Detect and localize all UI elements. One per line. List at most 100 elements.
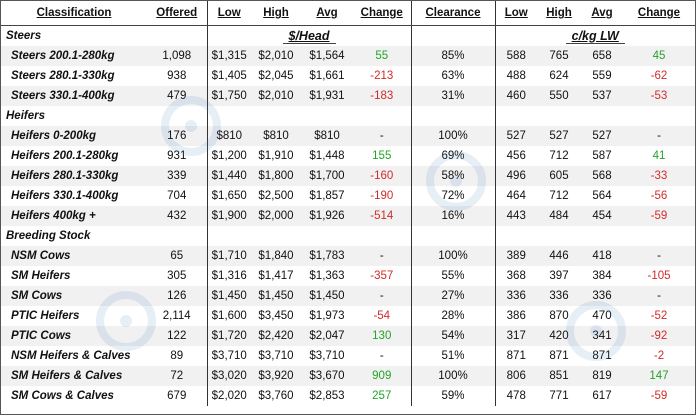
low-cell: $1,440 bbox=[206, 166, 251, 186]
kg-high-cell: 446 bbox=[537, 246, 581, 266]
kg-change-cell: - bbox=[623, 286, 695, 306]
section-row: Steers $/Head c/kg LW bbox=[1, 25, 695, 46]
unit-cell: $/Head bbox=[206, 25, 411, 46]
change-cell: 909 bbox=[353, 366, 411, 386]
low-cell: $1,315 bbox=[206, 46, 251, 66]
kg-avg-cell: 527 bbox=[581, 126, 623, 146]
kg-low-cell: 871 bbox=[506, 350, 526, 362]
kg-avg-cell: 470 bbox=[592, 310, 612, 322]
high-cell: $3,920 bbox=[251, 366, 301, 386]
kg-high-cell: 871 bbox=[549, 350, 569, 362]
high-cell: $1,417 bbox=[258, 270, 294, 282]
kg-low-cell: 527 bbox=[495, 126, 537, 146]
kg-high-cell: 624 bbox=[549, 70, 569, 82]
kg-avg-cell: 537 bbox=[581, 86, 623, 106]
kg-avg-cell: 336 bbox=[581, 286, 623, 306]
kg-low-cell: 488 bbox=[506, 70, 526, 82]
classification-cell: Heifers 0-200kg bbox=[1, 126, 147, 146]
high-cell: $2,420 bbox=[251, 326, 301, 346]
kg-change-cell: -59 bbox=[623, 206, 695, 226]
classification-cell: Steers 200.1-280kg bbox=[1, 46, 147, 66]
avg-cell: $1,700 bbox=[301, 166, 353, 186]
change-cell: - bbox=[379, 350, 384, 362]
kg-avg-cell: 559 bbox=[592, 70, 612, 82]
section-title: Breeding Stock bbox=[1, 226, 207, 246]
table-row: Heifers 200.1-280kg 931 $1,200 $1,910 $1,448… bbox=[1, 146, 695, 166]
kg-change-cell: - bbox=[623, 246, 695, 266]
low-cell: $3,710 bbox=[206, 346, 251, 366]
kg-low-cell: 806 bbox=[495, 366, 537, 386]
low-cell: $810 bbox=[206, 126, 251, 146]
change-cell: 155 bbox=[372, 150, 392, 162]
table-row: Steers 330.1-400kg 479 $1,750 $2,010 $1,931-… bbox=[1, 86, 695, 106]
blank-cell bbox=[495, 106, 695, 126]
avg-cell: $1,783 bbox=[301, 246, 353, 266]
offered-cell: 305 bbox=[167, 270, 187, 282]
low-cell: $1,750 bbox=[206, 86, 251, 106]
kg-low-cell: 456 bbox=[506, 150, 526, 162]
kg-avg-cell: 658 bbox=[581, 46, 623, 66]
blank-cell bbox=[495, 226, 695, 246]
column-header: Low bbox=[206, 1, 251, 26]
change-cell: 55 bbox=[353, 46, 411, 66]
offered-cell: 2,114 bbox=[162, 310, 191, 322]
high-cell: $2,000 bbox=[251, 206, 301, 226]
clearance-cell: 58% bbox=[410, 166, 496, 186]
avg-cell: $1,973 bbox=[309, 310, 345, 322]
kg-avg-cell: 418 bbox=[581, 246, 623, 266]
clearance-cell: 55% bbox=[410, 266, 496, 286]
high-cell: $1,450 bbox=[251, 286, 301, 306]
classification-cell: PTIC Heifers bbox=[11, 310, 80, 322]
change-cell: - bbox=[353, 286, 411, 306]
offered-cell: 72 bbox=[147, 366, 207, 386]
avg-cell: $1,448 bbox=[309, 150, 345, 162]
kg-high-cell: 605 bbox=[537, 166, 581, 186]
low-cell: $1,600 bbox=[206, 306, 251, 326]
avg-cell: $2,047 bbox=[301, 326, 353, 346]
kg-low-cell: 588 bbox=[495, 46, 537, 66]
table-row: Heifers 0-200kg 176 $810 $810 $810-100% 527 52… bbox=[1, 126, 695, 146]
avg-cell: $810 bbox=[301, 126, 353, 146]
kg-low-cell: 464 bbox=[506, 190, 526, 202]
table-row: NSM Cows 65 $1,710 $1,840 $1,783-100% 389 446 4… bbox=[1, 246, 695, 266]
clearance-cell: 27% bbox=[410, 286, 496, 306]
section-title: Heifers bbox=[1, 106, 207, 126]
classification-cell: SM Cows & Calves bbox=[11, 390, 114, 402]
high-cell: $1,800 bbox=[251, 166, 301, 186]
clearance-cell: 51% bbox=[410, 346, 496, 366]
avg-cell: $1,931 bbox=[301, 86, 353, 106]
kg-change-cell: -52 bbox=[650, 310, 668, 322]
blank-cell bbox=[410, 25, 496, 46]
classification-cell: PTIC Cows bbox=[1, 326, 147, 346]
table-row: SM Cows & Calves 679 $2,020 $3,760 $2,853 257… bbox=[1, 386, 695, 406]
cattle-price-table: Classification Offered Low High Avg Change Cle… bbox=[1, 1, 695, 406]
kg-avg-cell: 871 bbox=[592, 350, 612, 362]
avg-cell: $1,564 bbox=[301, 46, 353, 66]
change-cell: -213 bbox=[370, 70, 394, 82]
low-cell: $2,020 bbox=[206, 386, 251, 406]
clearance-cell: 100% bbox=[410, 246, 496, 266]
kg-change-cell: -62 bbox=[650, 70, 668, 82]
kg-change-cell: -33 bbox=[623, 166, 695, 186]
table-row: SM Cows 126 $1,450 $1,450 $1,450-27% 336 336 33… bbox=[1, 286, 695, 306]
change-cell: -190 bbox=[370, 190, 394, 202]
kg-change-cell: -53 bbox=[623, 86, 695, 106]
table-row: Heifers 280.1-330kg 339 $1,440 $1,800 $1,700… bbox=[1, 166, 695, 186]
clearance-cell: 72% bbox=[410, 186, 496, 206]
column-header: Classification bbox=[1, 1, 147, 26]
column-header: Change bbox=[353, 1, 411, 26]
change-cell: -357 bbox=[370, 270, 394, 282]
blank-cell bbox=[410, 226, 496, 246]
unit-label-head: $/Head bbox=[282, 29, 336, 44]
low-cell: $1,720 bbox=[206, 326, 251, 346]
classification-cell: NSM Heifers & Calves bbox=[11, 350, 131, 362]
high-cell: $2,010 bbox=[251, 46, 301, 66]
kg-avg-cell: 819 bbox=[581, 366, 623, 386]
offered-cell: 479 bbox=[147, 86, 207, 106]
section-title: Steers bbox=[1, 25, 207, 46]
avg-cell: $2,853 bbox=[309, 390, 345, 402]
kg-avg-cell: 341 bbox=[581, 326, 623, 346]
classification-cell: Steers 330.1-400kg bbox=[1, 86, 147, 106]
unit-label-lw: c/kg LW bbox=[565, 29, 625, 44]
